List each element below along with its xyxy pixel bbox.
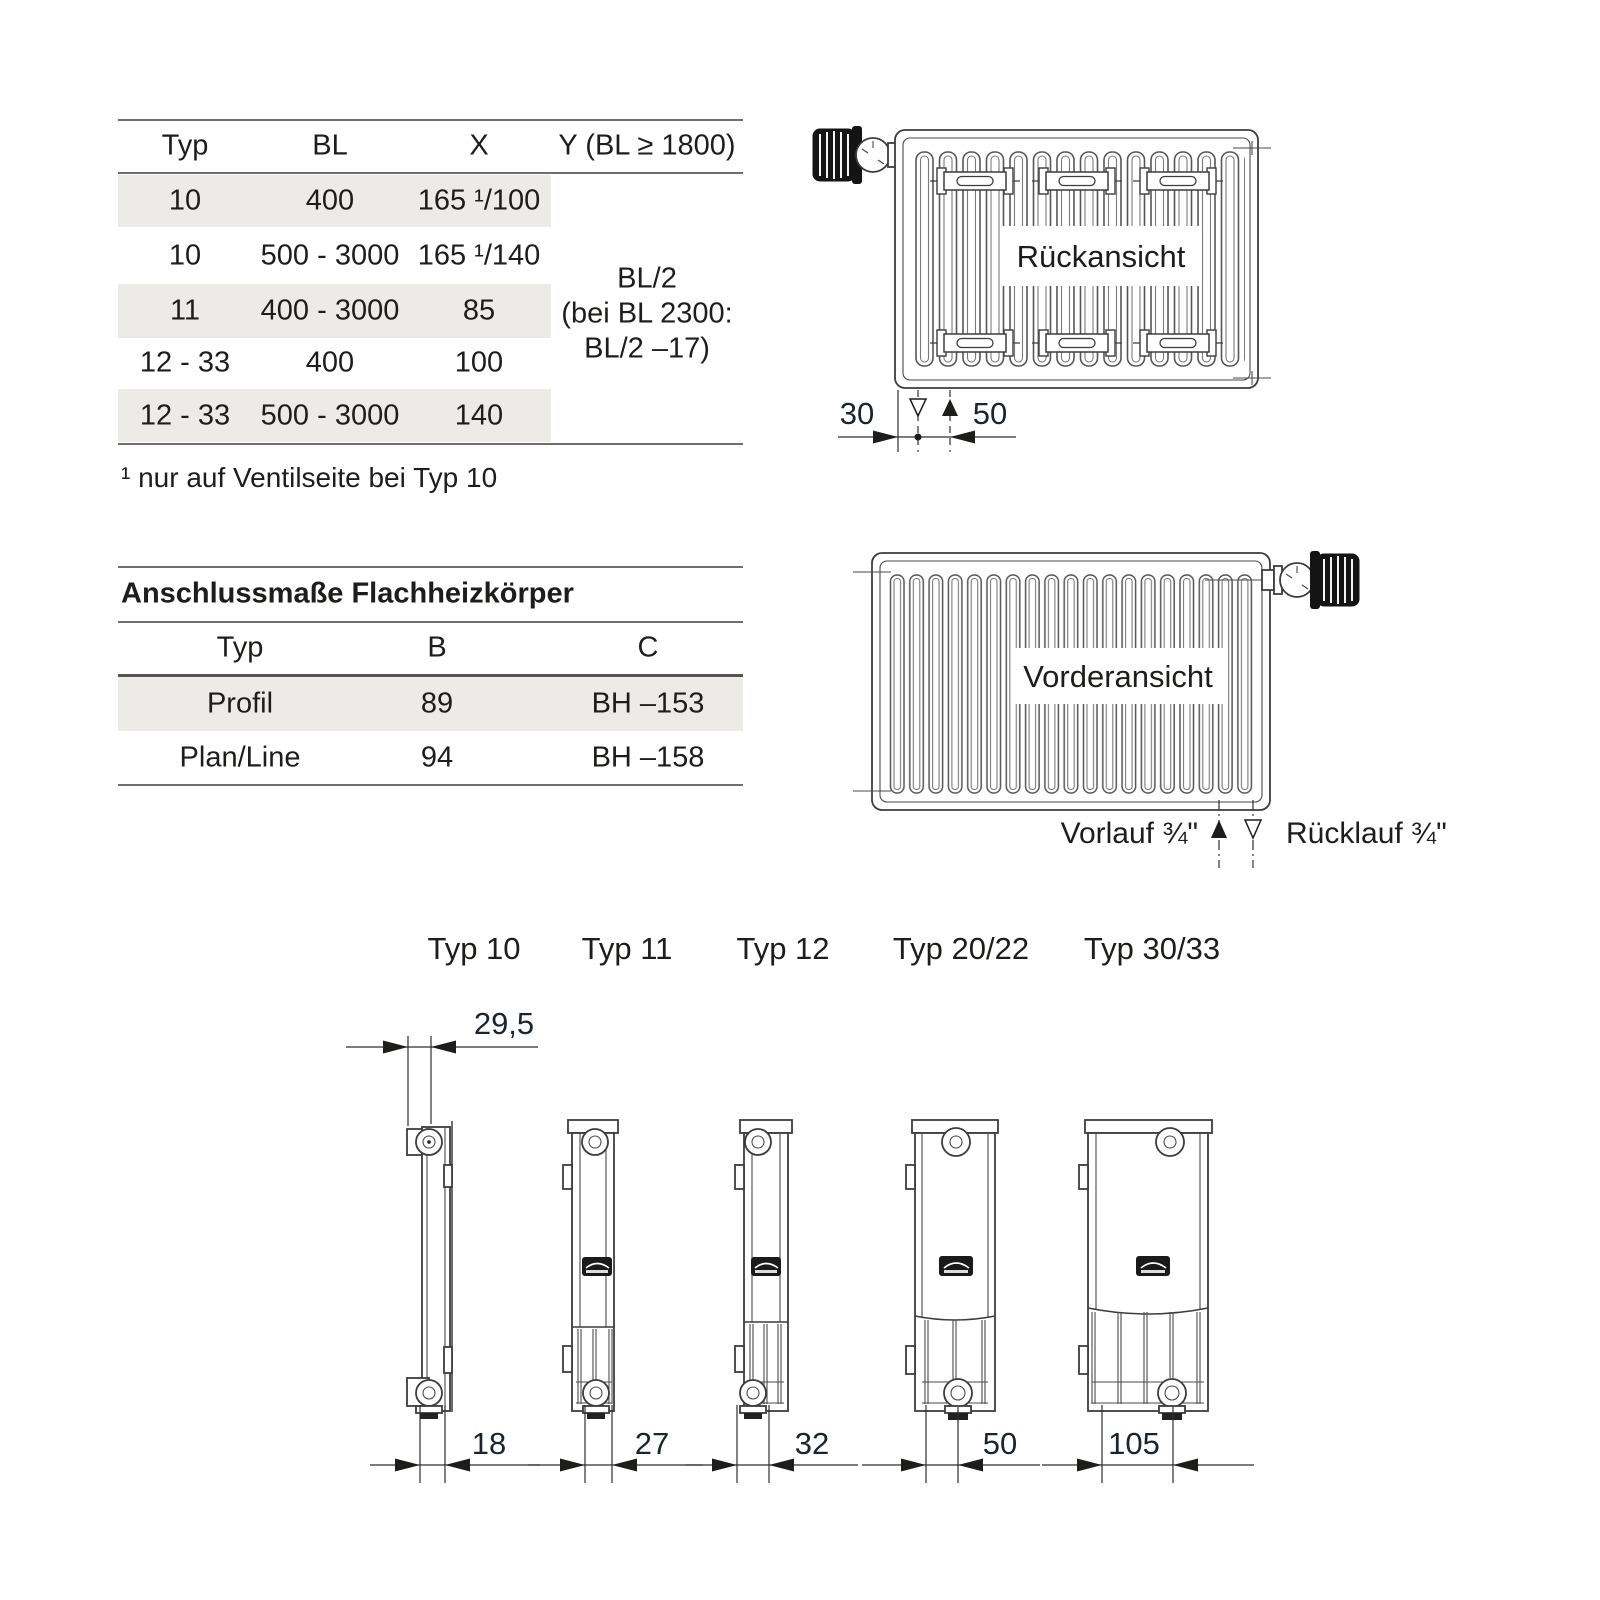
supply-flow-triangle-icon: [1211, 820, 1227, 838]
top-dim: 29,5: [474, 1006, 534, 1041]
table2-cell: Profil: [206, 687, 274, 720]
table2-header-b: B: [427, 631, 447, 664]
table1-row1-shade: [118, 175, 551, 227]
table1-cell: 12 - 33: [139, 346, 231, 379]
table1-cell: 140: [454, 399, 504, 432]
profile-dim: 105: [1108, 1426, 1160, 1461]
mounting-bracket-icon: [1132, 329, 1224, 357]
front-view-label: Vorderansicht: [1023, 659, 1213, 694]
thermostat-valve-icon: [812, 126, 955, 184]
type-label: Typ 30/33: [1084, 931, 1220, 966]
mounting-bracket-icon: [929, 329, 1021, 357]
table1-rule-bottom: [118, 443, 743, 445]
table2-cell: 89: [420, 687, 454, 720]
profile-typ10: 29,5 18: [346, 1006, 540, 1483]
type-label: Typ 10: [427, 931, 520, 966]
table2-row1-shade: [118, 677, 743, 731]
table1-cell: 165 ¹/140: [417, 239, 541, 272]
type-label: Typ 20/22: [893, 931, 1029, 966]
profile-dim: 32: [795, 1426, 829, 1461]
table1-cell: 12 - 33: [139, 399, 231, 432]
table1-rule-top: [118, 119, 743, 121]
table1-cell: 400: [305, 184, 355, 217]
table2-cell: BH –158: [591, 741, 705, 774]
return-flow-triangle-icon: [908, 398, 928, 418]
rear-view-drawing: Rückansicht 30 50: [812, 126, 1271, 452]
profile-type-labels: Typ 10 Typ 11 Typ 12 Typ 20/22 Typ 30/33: [427, 931, 1220, 966]
connection-labels: Vorlauf ¾" Rücklauf ¾": [1061, 800, 1447, 868]
table2-cell: Plan/Line: [179, 741, 301, 774]
table1-cell: 400 - 3000: [260, 294, 400, 327]
mounting-bracket-icon: [1132, 167, 1224, 195]
table2-header-typ: Typ: [216, 631, 264, 664]
profile-typ12: 32: [685, 1119, 858, 1483]
rear-view-dimensions: 30 50: [838, 390, 1016, 452]
table1-cell: 11: [169, 294, 201, 327]
profile-dim: 50: [983, 1426, 1017, 1461]
table1-ycell-line: BL/2: [617, 262, 677, 295]
rear-dim-50: 50: [973, 396, 1007, 431]
table2-rule-top: [118, 566, 743, 568]
supply-label: Vorlauf ¾": [1061, 817, 1198, 850]
rear-view-label: Rückansicht: [1017, 239, 1186, 274]
front-view-drawing: Vorderansicht: [853, 551, 1447, 868]
profile-dim: 27: [635, 1426, 669, 1461]
type-label: Typ 11: [582, 931, 673, 966]
table1-cell: 165 ¹/100: [417, 184, 541, 217]
table1-header-typ: Typ: [161, 129, 209, 162]
table2-cell: 94: [420, 741, 454, 774]
return-label: Rücklauf ¾": [1286, 817, 1447, 850]
profile-typ11: 27: [528, 1119, 703, 1483]
brand-badge-icon: [1136, 1256, 1170, 1276]
brand-badge-icon: [582, 1257, 612, 1276]
thermostat-valve-icon: [1205, 551, 1360, 609]
table2-rule-header: [118, 674, 743, 677]
table1-row5-shade: [118, 389, 551, 442]
table1-cell: 500 - 3000: [260, 399, 400, 432]
table1-cell: 100: [454, 346, 504, 379]
brand-badge-icon: [751, 1257, 781, 1276]
table1-cell: 400: [305, 346, 355, 379]
table1-cell: 10: [168, 239, 202, 272]
table1-cell: 85: [462, 294, 496, 327]
table2-title: Anschlussmaße Flachheizkörper: [121, 577, 574, 610]
mounting-bracket-icon: [929, 167, 1021, 195]
brand-badge-icon: [939, 1256, 973, 1276]
profile-typ20-22: 50: [862, 1119, 1040, 1483]
table1-cell: 10: [168, 184, 202, 217]
table1-cell: 500 - 3000: [260, 239, 400, 272]
table1-rule-header: [118, 172, 743, 174]
table1-ycell-line: (bei BL 2300:: [561, 297, 733, 330]
profile-dim: 18: [472, 1426, 506, 1461]
rear-dim-30: 30: [840, 396, 874, 431]
profile-typ30-33: 105: [1042, 1119, 1254, 1483]
table1-header-y: Y (BL ≥ 1800): [558, 129, 736, 162]
table1-header-bl: BL: [312, 129, 348, 162]
return-flow-triangle-icon: [1243, 819, 1263, 840]
mounting-bracket-icon: [1031, 167, 1123, 195]
table1-row3-shade: [118, 284, 551, 338]
type-label: Typ 12: [736, 931, 829, 966]
table2-cell: BH –153: [591, 687, 705, 720]
table1-footnote: ¹ nur auf Ventilseite bei Typ 10: [121, 462, 498, 493]
table2-header-c: C: [637, 631, 659, 664]
table1-ycell-line: BL/2 –17): [584, 332, 710, 365]
table2-rule-title: [118, 621, 743, 623]
table2-rule-bottom: [118, 784, 743, 786]
table1-header-x: X: [469, 129, 489, 162]
mounting-bracket-icon: [1031, 329, 1123, 357]
supply-flow-triangle-icon: [942, 399, 958, 416]
